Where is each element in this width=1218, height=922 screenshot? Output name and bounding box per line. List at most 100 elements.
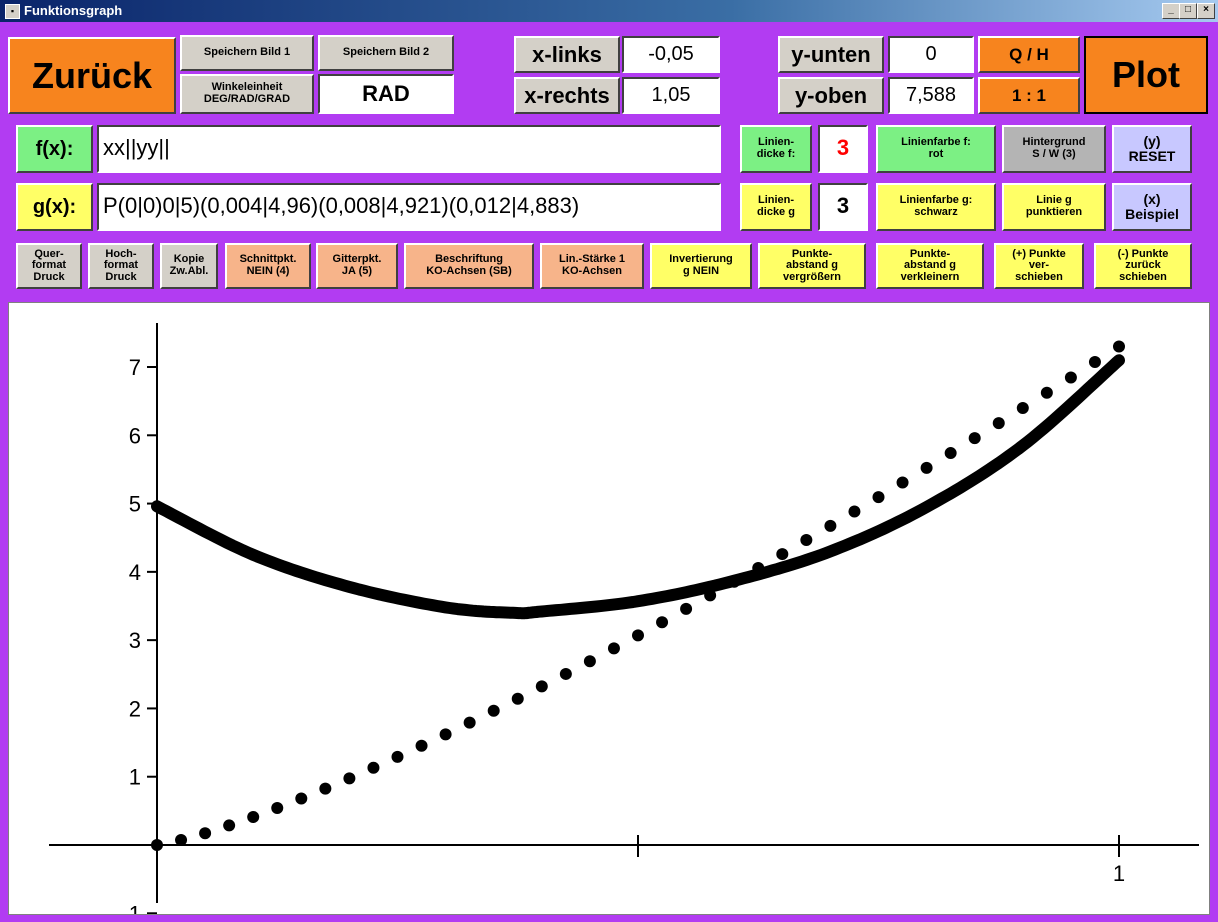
y-tick-label-bottom: 1	[129, 901, 141, 914]
zurueck-button[interactable]: Zurück	[8, 37, 176, 114]
fx-input[interactable]: xx||yy||	[97, 125, 721, 173]
abstand-klein-label-1: Punkte-	[909, 247, 951, 260]
series-g-point	[319, 782, 332, 795]
curve-f	[151, 354, 1125, 620]
liniendicke-g-label-2: dicke g	[757, 206, 795, 218]
series-g-point	[271, 801, 284, 814]
gx-input[interactable]: P(0|0)0|5)(0,004|4,96)(0,008|4,921)(0,01…	[97, 183, 721, 231]
maximize-icon[interactable]: □	[1179, 3, 1197, 19]
linienfarbe-f-button[interactable]: Linienfarbe f: rot	[876, 125, 996, 173]
y-tick-label: 7	[129, 355, 141, 380]
querformat-hochformat-button[interactable]: Q / H	[978, 36, 1080, 73]
beispiel-label-1: (x)	[1143, 191, 1161, 208]
gx-button[interactable]: g(x):	[16, 183, 93, 231]
fx-button[interactable]: f(x):	[16, 125, 93, 173]
liniendicke-f-button[interactable]: Linien- dicke f:	[740, 125, 812, 173]
linienfarbe-g-label-1: Linienfarbe g:	[899, 194, 973, 207]
y-oben-input[interactable]: 7,588	[888, 77, 974, 114]
beschriftung-label-1: Beschriftung	[435, 253, 503, 266]
series-g-point	[1113, 340, 1125, 353]
verschieben-label-1: (+) Punkte	[1012, 247, 1066, 260]
series-g-point	[295, 792, 308, 805]
speichern-bild-2-button[interactable]: Speichern Bild 2	[318, 35, 454, 71]
x-rechts-input[interactable]: 1,05	[622, 77, 720, 114]
y-tick-label: 3	[129, 628, 141, 653]
linie-g-label-2: punktieren	[1025, 206, 1083, 218]
linienstaerke-label-2: KO-Achsen	[562, 265, 622, 277]
beispiel-button[interactable]: (x) Beispiel	[1112, 183, 1192, 231]
punkte-verschieben-button[interactable]: (+) Punkte ver- schieben	[994, 243, 1084, 289]
series-g-point	[607, 642, 620, 655]
x-links-input[interactable]: -0,05	[622, 36, 720, 73]
linienfarbe-g-button[interactable]: Linienfarbe g: schwarz	[876, 183, 996, 231]
series-g-point	[800, 534, 813, 547]
invertierung-button[interactable]: Invertierung g NEIN	[650, 243, 752, 289]
series-g-point	[223, 819, 236, 832]
winkeleinheit-options: DEG/RAD/GRAD	[203, 93, 291, 105]
series-g-point	[1016, 402, 1029, 415]
hochformat-druck-button[interactable]: Hoch- format Druck	[88, 243, 154, 289]
beschriftung-button[interactable]: Beschriftung KO-Achsen (SB)	[404, 243, 534, 289]
minimize-icon[interactable]: _	[1162, 3, 1180, 19]
series-g-point	[920, 461, 933, 474]
linienstaerke-label-1: Lin.-Stärke 1	[558, 253, 626, 266]
plot-area[interactable]: 1 2 3 4 5 6 7 1 1	[8, 302, 1210, 915]
series-g-point	[776, 548, 789, 561]
series-g-point	[487, 704, 500, 717]
linienstaerke-achsen-button[interactable]: Lin.-Stärke 1 KO-Achsen	[540, 243, 644, 289]
plot-button[interactable]: Plot	[1084, 36, 1208, 114]
y-unten-button[interactable]: y-unten	[778, 36, 884, 73]
x-rechts-button[interactable]: x-rechts	[514, 77, 620, 114]
liniendicke-f-label-2: dicke f:	[756, 148, 796, 160]
series-g-point	[1040, 386, 1053, 399]
verschieben-label-2: ver-	[1028, 259, 1050, 272]
winkeleinheit-button[interactable]: Winkeleinheit DEG/RAD/GRAD	[180, 74, 314, 114]
beispiel-label-2: Beispiel	[1125, 206, 1179, 222]
liniendicke-g-button[interactable]: Linien- dicke g	[740, 183, 812, 231]
series-g-point	[752, 561, 765, 574]
linienfarbe-g-label-2: schwarz	[914, 206, 958, 218]
gitterpunkt-label-1: Gitterpkt.	[332, 253, 382, 266]
abstand-gross-label-1: Punkte-	[791, 247, 833, 260]
ratio-button[interactable]: 1 : 1	[978, 77, 1080, 114]
reset-label-1: (y)	[1143, 133, 1161, 150]
dicke-f-input[interactable]: 3	[818, 125, 868, 173]
function-graph: 1 2 3 4 5 6 7 1 1	[49, 323, 1199, 914]
dicke-g-input[interactable]: 3	[818, 183, 868, 231]
series-g-point	[1088, 356, 1101, 369]
reset-label-2: RESET	[1128, 148, 1176, 164]
querformat-label-1: Quer-	[34, 247, 64, 260]
hintergrund-button[interactable]: Hintergrund S / W (3)	[1002, 125, 1106, 173]
abstand-vergroessern-button[interactable]: Punkte- abstand g vergrößern	[758, 243, 866, 289]
series-g-point	[463, 716, 476, 729]
series-g-point	[247, 810, 260, 823]
kopie-label-1: Kopie	[173, 253, 205, 266]
y-tick-label: 1	[129, 765, 141, 790]
x-links-button[interactable]: x-links	[514, 36, 620, 73]
schnittpunkt-button[interactable]: Schnittpkt. NEIN (4)	[225, 243, 311, 289]
beschriftung-label-2: KO-Achsen (SB)	[426, 265, 512, 277]
kopie-label-2: Zw.Abl.	[169, 265, 209, 277]
kopie-button[interactable]: Kopie Zw.Abl.	[160, 243, 218, 289]
y-unten-input[interactable]: 0	[888, 36, 974, 73]
series-g-point	[824, 519, 837, 532]
abstand-gross-label-3: vergrößern	[782, 270, 842, 283]
series-g-point	[728, 575, 741, 588]
series-g-point	[632, 629, 644, 642]
invertierung-label-1: Invertierung	[669, 253, 733, 266]
gitterpunkt-button[interactable]: Gitterpkt. JA (5)	[316, 243, 398, 289]
reset-button[interactable]: (y) RESET	[1112, 125, 1192, 173]
series-g-point	[367, 761, 380, 774]
y-oben-button[interactable]: y-oben	[778, 77, 884, 114]
series-g-point	[511, 692, 524, 705]
abstand-verkleinern-button[interactable]: Punkte- abstand g verkleinern	[876, 243, 984, 289]
querformat-druck-button[interactable]: Quer- format Druck	[16, 243, 82, 289]
punkte-zurueckschieben-button[interactable]: (-) Punkte zurück schieben	[1094, 243, 1192, 289]
series-g-point	[656, 616, 669, 629]
close-icon[interactable]: ×	[1197, 3, 1215, 19]
app-icon[interactable]: ▪	[5, 4, 20, 19]
zurueckschieben-label-3: schieben	[1119, 270, 1167, 283]
hintergrund-label-1: Hintergrund	[1022, 136, 1086, 149]
linie-g-punktieren-button[interactable]: Linie g punktieren	[1002, 183, 1106, 231]
speichern-bild-1-button[interactable]: Speichern Bild 1	[180, 35, 314, 71]
